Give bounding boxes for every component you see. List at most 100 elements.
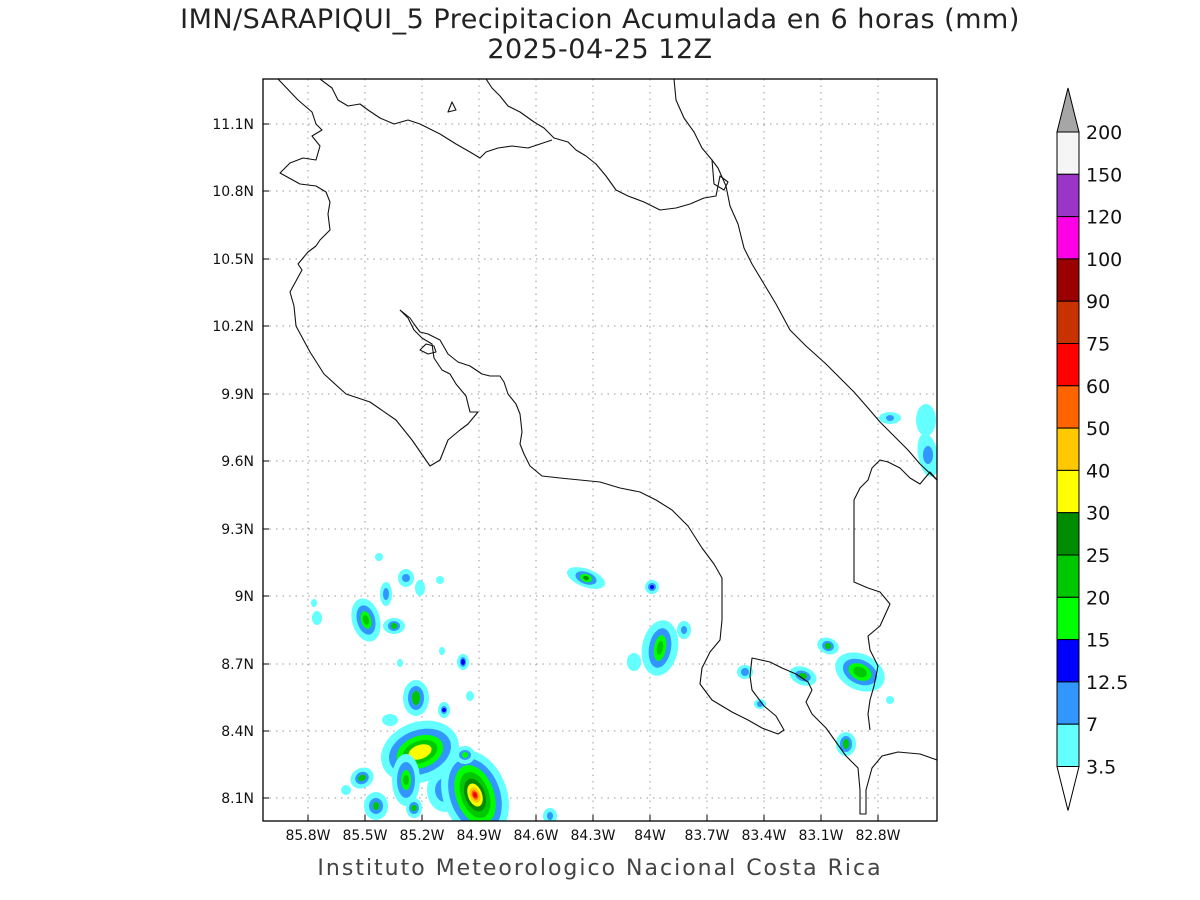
lat-tick-label: 10.8N	[212, 184, 254, 200]
precipitation-field	[311, 404, 937, 821]
rain-cell	[358, 774, 366, 782]
rain-cell	[650, 585, 654, 589]
rain-cell	[843, 739, 849, 749]
rain-cell	[583, 575, 589, 581]
colorbar-swatch	[1056, 639, 1080, 683]
colorbar-label: 50	[1086, 418, 1110, 440]
rain-cell	[916, 404, 936, 436]
lat-tick-label: 8.1N	[221, 791, 254, 807]
colorbar-label: 150	[1086, 164, 1122, 186]
footer-credit: Instituto Meteorologico Nacional Costa R…	[317, 856, 883, 881]
rain-cell	[312, 611, 322, 625]
colorbar-swatch	[1056, 681, 1080, 725]
lat-tick-label: 8.7N	[221, 657, 254, 673]
colorbar-label: 200	[1086, 122, 1122, 144]
rain-cell	[391, 623, 397, 629]
lat-tick-label: 10.2N	[212, 319, 254, 335]
rain-cell	[462, 752, 468, 758]
rain-cell	[362, 615, 370, 625]
rain-cell	[402, 574, 410, 582]
colorbar-label: 60	[1086, 376, 1110, 398]
rain-cell	[656, 641, 664, 655]
rain-cell	[408, 744, 432, 760]
lat-tick-label: 9.3N	[221, 522, 254, 538]
coastline-segment	[673, 79, 713, 161]
colorbar-under-triangle	[1056, 766, 1080, 811]
rain-cell	[472, 792, 478, 798]
colorbar-label: 7	[1086, 714, 1098, 736]
rain-cell	[397, 659, 403, 667]
coastline-segment	[447, 101, 457, 113]
rain-cell	[923, 446, 933, 464]
colorbar-label: 120	[1086, 207, 1122, 229]
rain-cell	[442, 708, 446, 712]
colorbar-label: 30	[1086, 503, 1110, 525]
rain-cell	[461, 659, 465, 665]
lat-tick-label: 9.6N	[221, 454, 254, 470]
colorbar-label: 40	[1086, 460, 1110, 482]
map-title: IMN/SARAPIQUI_5 Precipitacion Acumulada …	[180, 4, 1020, 35]
rain-cell	[412, 691, 420, 705]
coastline-segment	[485, 79, 937, 481]
lat-tick-label: 9.9N	[221, 387, 254, 403]
colorbar-label: 90	[1086, 291, 1110, 313]
colorbar-label: 12.5	[1086, 672, 1128, 694]
rain-cell	[741, 668, 749, 676]
colorbar-swatch	[1056, 469, 1080, 514]
map-subtitle-datetime: 2025-04-25 12Z	[487, 34, 713, 65]
colorbar-label: 75	[1086, 334, 1110, 356]
rain-cell	[627, 653, 641, 671]
lon-tick-label: 84.6W	[513, 828, 558, 844]
rain-cell	[383, 588, 389, 600]
lon-tick-label: 84W	[634, 828, 666, 844]
rain-cell	[466, 691, 474, 701]
lon-tick-label: 84.9W	[456, 828, 501, 844]
lon-tick-label: 82.8W	[855, 828, 900, 844]
rain-cell	[853, 666, 867, 678]
coastline-segment	[419, 343, 437, 355]
lon-tick-label: 85.2W	[399, 828, 444, 844]
lon-tick-label: 83.4W	[741, 828, 786, 844]
rain-cell	[547, 812, 553, 820]
colorbar-label: 100	[1086, 249, 1122, 271]
rain-cell	[886, 696, 894, 704]
lon-tick-label: 85.5W	[342, 828, 387, 844]
colorbar-label: 15	[1086, 630, 1110, 652]
rain-cell	[341, 785, 351, 795]
colorbar-swatch	[1056, 343, 1080, 387]
rain-cell	[373, 802, 379, 810]
latitude-axis-labels: 11.1N 10.8N 10.5N 10.2N 9.9N 9.6N 9.3N 9N 8.7N 8.…	[212, 117, 254, 807]
coastline-segment	[853, 459, 937, 731]
coastline-segment	[319, 79, 553, 159]
colorbar-swatch	[1056, 723, 1080, 768]
colorbar-legend: 200 150 120 100 90 75 60 50 40 30 25 20 15 12.5 7 3.5	[1056, 87, 1128, 811]
lat-tick-label: 10.5N	[212, 252, 254, 268]
colorbar-label: 20	[1086, 587, 1110, 609]
lat-tick-label: 11.1N	[212, 117, 254, 133]
rain-cell	[375, 553, 383, 561]
rain-cell	[825, 643, 831, 649]
lat-tick-label: 9N	[235, 589, 254, 605]
colorbar-swatch	[1056, 512, 1080, 556]
rain-cell	[439, 647, 445, 655]
colorbar-swatch	[1056, 385, 1080, 429]
rain-cell	[436, 576, 444, 584]
colorbar-swatch	[1056, 427, 1080, 471]
lat-tick-label: 8.4N	[221, 724, 254, 740]
colorbar-over-triangle	[1056, 87, 1080, 133]
colorbar-swatch	[1056, 216, 1080, 260]
lon-tick-label: 85.8W	[285, 828, 330, 844]
colorbar-label: 3.5	[1086, 757, 1116, 779]
colorbar-swatch	[1056, 596, 1080, 641]
rain-cell	[311, 599, 317, 607]
lon-tick-label: 84.3W	[570, 828, 615, 844]
colorbar-swatch	[1056, 554, 1080, 598]
lon-tick-label: 83.1W	[798, 828, 843, 844]
rain-cell	[415, 580, 425, 596]
colorbar-swatch	[1056, 300, 1080, 345]
coastline-segment	[399, 309, 937, 815]
lon-tick-label: 83.7W	[684, 828, 729, 844]
colorbar-swatch	[1056, 173, 1080, 218]
rain-cell	[382, 714, 398, 726]
